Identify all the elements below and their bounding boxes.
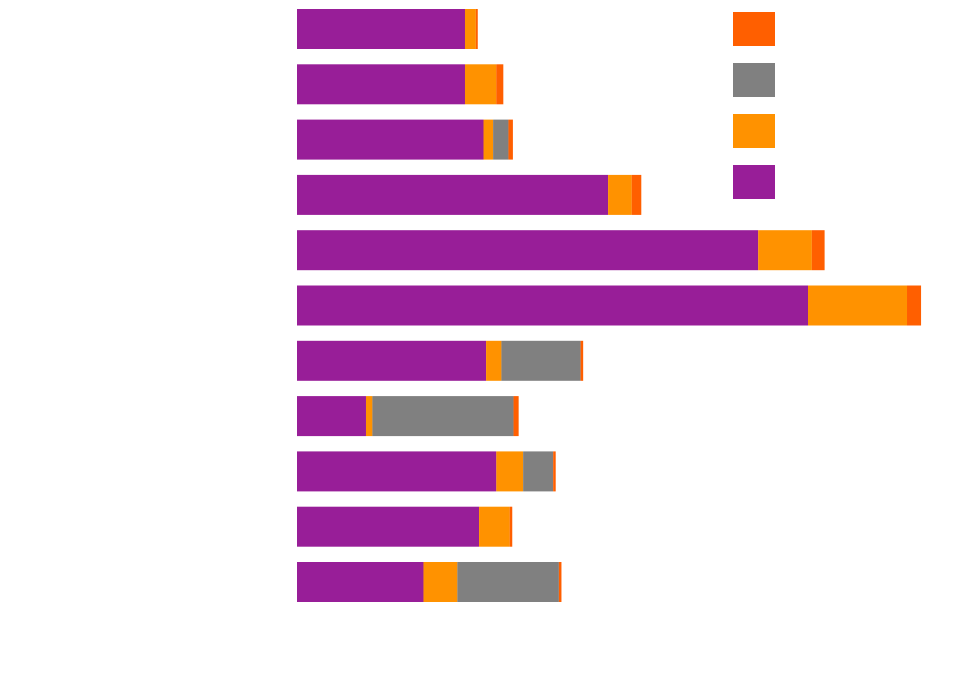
bar-segment-row4-series4 [631,174,642,215]
bar-segment-row9-series4 [553,451,556,492]
legend-swatch-2 [733,63,775,97]
bar-segment-row1-series2 [464,9,476,49]
legend-swatch-4 [733,165,775,199]
bar-segment-row11-series4 [558,562,562,602]
bar-segment-row4-series2 [608,174,632,215]
bar-segment-row1-series1 [297,9,465,49]
bar-segment-row2-series1 [297,64,465,105]
bar-segment-row7-series2 [486,340,502,381]
bar-segment-row10-series2 [479,506,510,547]
bar-segment-row1-series4 [475,9,478,49]
bars-layer [297,9,922,602]
bar-segment-row2-series4 [496,64,504,105]
bar-segment-row8-series2 [365,396,373,437]
bar-segment-row3-series1 [297,119,484,160]
bar-segment-row3-series2 [483,119,494,160]
bar-segment-row10-series1 [297,506,480,547]
bar-segment-row6-series2 [808,285,908,326]
bar-segment-row2-series2 [464,64,497,105]
bar-segment-row6-series4 [907,285,922,326]
bar-segment-row7-series4 [580,340,584,381]
bar-segment-row11-series3 [457,562,559,602]
bar-segment-row7-series3 [501,340,581,381]
bar-segment-row10-series4 [509,506,513,547]
legend-swatch-3 [733,114,775,148]
bar-segment-row7-series1 [297,340,487,381]
bar-segment-row6-series1 [297,285,808,326]
bar-segment-row5-series4 [811,230,825,271]
bar-segment-row3-series4 [508,119,513,160]
bar-segment-row3-series3 [493,119,509,160]
bar-segment-row9-series2 [496,451,524,492]
bar-segment-row9-series1 [297,451,497,492]
bar-segment-row8-series4 [513,396,519,437]
legend [733,12,775,199]
bar-segment-row5-series2 [758,230,812,271]
bar-segment-row9-series3 [523,451,554,492]
bar-segment-row8-series3 [372,396,514,437]
bar-segment-row5-series1 [297,230,759,271]
bar-segment-row11-series2 [423,562,458,602]
bar-segment-row11-series1 [297,562,424,602]
bar-segment-row8-series1 [297,396,366,437]
bar-segment-row4-series1 [297,174,609,215]
legend-swatch-1 [733,12,775,46]
